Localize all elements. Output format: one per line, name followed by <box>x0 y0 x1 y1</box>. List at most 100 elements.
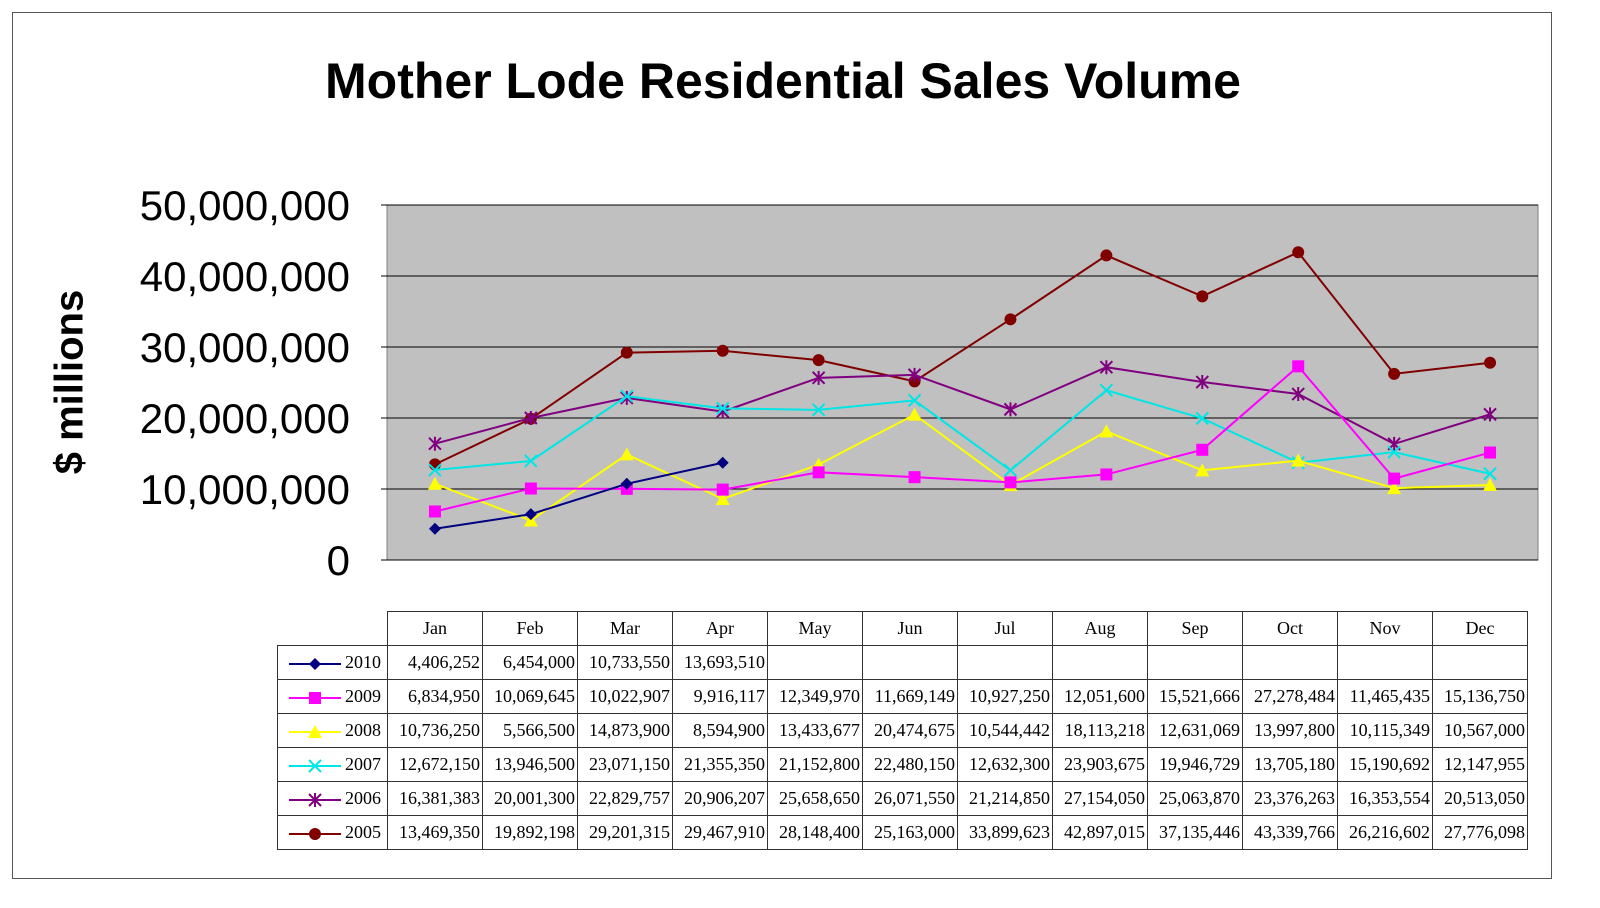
table-cell <box>1432 645 1528 680</box>
table-cell: 10,022,907 <box>577 679 673 714</box>
data-point <box>1004 476 1017 489</box>
plot-area <box>386 204 1539 561</box>
legend-key-icon <box>289 691 341 704</box>
legend-label: 2008 <box>345 720 381 740</box>
column-header: Oct <box>1242 611 1338 646</box>
data-point <box>1291 453 1306 467</box>
data-point <box>428 463 442 477</box>
data-point <box>716 456 729 469</box>
table-corner <box>278 612 388 646</box>
legend-label: 2010 <box>345 652 381 672</box>
data-point <box>907 393 922 408</box>
chart-title: Mother Lode Residential Sales Volume <box>325 53 1241 109</box>
table-row: 2010 4,406,252 6,454,000 10,733,550 13,693,5… <box>277 645 1528 680</box>
table-cell: 22,829,757 <box>577 781 673 816</box>
table-cell: 13,693,510 <box>672 645 768 680</box>
data-point <box>1004 313 1017 326</box>
data-point <box>308 792 322 807</box>
data-point <box>428 458 441 471</box>
data-table: Jan Feb Mar Apr May Jun Jul Aug Sep Oct Nov Dec 2010… <box>277 611 1528 850</box>
column-header: Jun <box>862 611 958 646</box>
column-header: May <box>767 611 863 646</box>
series-line <box>434 413 1491 522</box>
table-cell: 15,190,692 <box>1337 747 1433 782</box>
legend-entry: 2005 <box>277 815 388 850</box>
table-cell: 10,069,645 <box>482 679 578 714</box>
table-cell <box>1147 645 1243 680</box>
table-row: 2009 6,834,950 10,069,645 10,022,907 9,916,1… <box>277 679 1528 714</box>
data-point <box>619 447 634 461</box>
series-line <box>434 251 1491 466</box>
table-cell: 28,148,400 <box>767 815 863 850</box>
table-cell: 25,063,870 <box>1147 781 1243 816</box>
data-point <box>428 436 442 451</box>
table-cell: 23,071,150 <box>577 747 673 782</box>
table-row: 2008 10,736,250 5,566,500 14,873,900 8,594,9… <box>277 713 1528 748</box>
legend-label: 2005 <box>345 822 381 842</box>
table-cell: 4,406,252 <box>387 645 483 680</box>
column-header: Apr <box>672 611 768 646</box>
data-point <box>1292 246 1305 259</box>
legend-entry: 2006 <box>277 781 388 816</box>
table-cell: 25,658,650 <box>767 781 863 816</box>
data-point <box>1483 477 1498 491</box>
data-point <box>524 454 538 468</box>
y-tick-label: 0 <box>327 537 350 584</box>
data-point <box>1196 443 1209 456</box>
legend-label: 2007 <box>345 754 381 774</box>
data-point <box>1195 411 1209 426</box>
table-cell: 26,216,602 <box>1337 815 1433 850</box>
table-cell: 14,873,900 <box>577 713 673 748</box>
data-point <box>716 401 730 416</box>
table-cell: 8,594,900 <box>672 713 768 748</box>
table-cell: 12,631,069 <box>1147 713 1243 748</box>
data-point <box>1099 383 1114 397</box>
table-cell: 22,480,150 <box>862 747 958 782</box>
data-point <box>716 344 729 357</box>
table-cell: 25,163,000 <box>862 815 958 850</box>
data-point <box>1387 445 1401 459</box>
data-point <box>908 471 921 484</box>
data-point <box>524 508 537 521</box>
data-point <box>427 476 442 490</box>
data-point <box>1388 367 1401 380</box>
table-cell <box>1337 645 1433 680</box>
data-point <box>811 403 826 417</box>
data-point <box>1196 290 1209 303</box>
series-line <box>434 461 723 530</box>
data-point <box>1003 463 1018 478</box>
table-cell: 37,135,446 <box>1147 815 1243 850</box>
y-tick-label: 40,000,000 <box>140 253 350 300</box>
column-header: Feb <box>482 611 578 646</box>
table-cell: 16,353,554 <box>1337 781 1433 816</box>
table-cell: 11,669,149 <box>862 679 958 714</box>
data-point <box>1484 446 1497 459</box>
table-cell: 19,892,198 <box>482 815 578 850</box>
table-cell: 9,916,117 <box>672 679 768 714</box>
data-point <box>1100 249 1113 262</box>
table-cell: 10,927,250 <box>957 679 1053 714</box>
y-tick-label: 50,000,000 <box>140 182 350 229</box>
table-cell: 21,214,850 <box>957 781 1053 816</box>
data-point <box>1100 468 1113 481</box>
legend-key-icon <box>289 759 341 773</box>
legend-key-icon <box>289 724 341 738</box>
data-point <box>308 759 322 773</box>
legend-entry: 2007 <box>277 747 388 782</box>
table-cell: 12,632,300 <box>957 747 1053 782</box>
legend-key-icon <box>289 792 341 807</box>
column-header: Dec <box>1432 611 1528 646</box>
table-cell: 10,567,000 <box>1432 713 1528 748</box>
data-point <box>1484 356 1497 369</box>
data-point <box>620 389 634 403</box>
legend-label: 2009 <box>345 686 381 706</box>
legend-entry: 2010 <box>277 645 388 680</box>
table-cell: 15,136,750 <box>1432 679 1528 714</box>
data-point <box>1099 424 1114 438</box>
y-tick-label: 20,000,000 <box>140 395 350 442</box>
table-cell: 6,454,000 <box>482 645 578 680</box>
data-point <box>620 390 634 405</box>
table-cell: 27,278,484 <box>1242 679 1338 714</box>
table-cell: 10,544,442 <box>957 713 1053 748</box>
column-header: Aug <box>1052 611 1148 646</box>
